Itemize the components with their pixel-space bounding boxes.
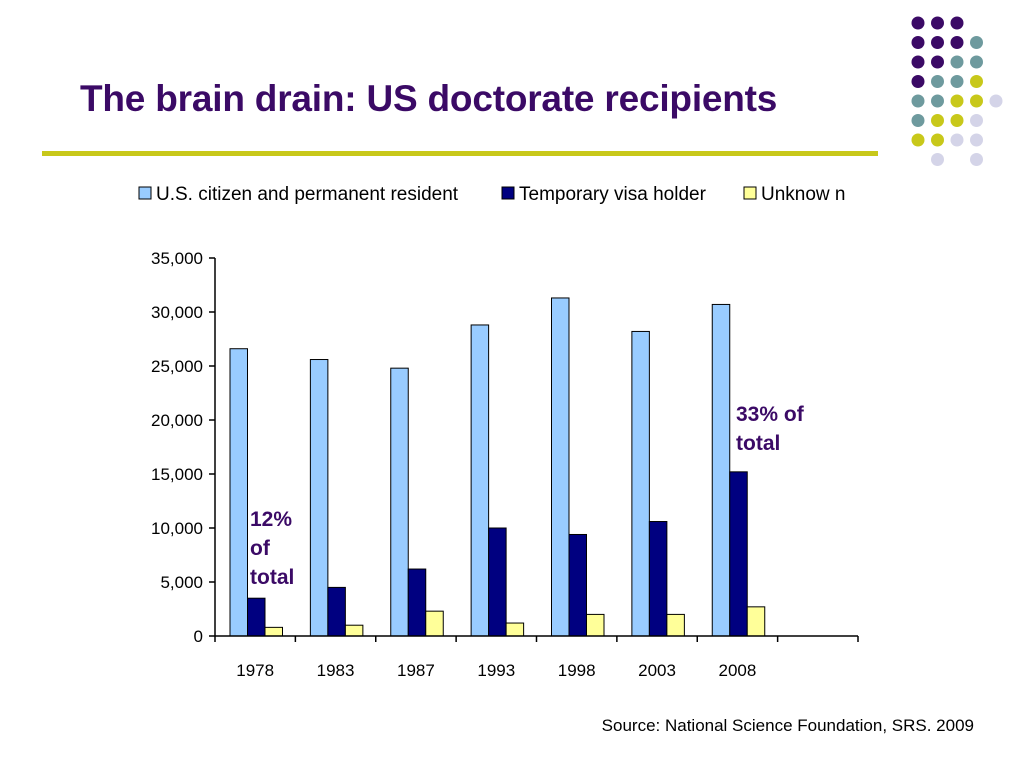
legend-label: Temporary visa holder [519, 184, 707, 205]
bar [505, 622, 525, 637]
bar [344, 624, 364, 637]
bar [390, 367, 409, 637]
annotation-1978: 12% of total [250, 505, 294, 592]
bar [568, 533, 587, 637]
y-tick-label: 30,000 [151, 303, 203, 322]
title-divider [42, 151, 878, 156]
y-tick-label: 15,000 [151, 465, 203, 484]
bar [327, 586, 346, 637]
bar [264, 626, 283, 637]
annotation-2008-line-2: total [736, 432, 781, 455]
x-tick-label: 2008 [719, 661, 757, 680]
y-tick-label: 0 [194, 627, 203, 646]
legend-swatch [501, 186, 515, 200]
bar [488, 527, 507, 637]
bar [425, 610, 444, 637]
bar [229, 348, 248, 637]
annotation-1978-line-3: total [250, 566, 295, 589]
annotation-1978-line-2: of [250, 537, 270, 560]
page-title: The brain drain: US doctorate recipients [80, 78, 778, 119]
x-tick-label: 1983 [317, 661, 355, 680]
y-tick-label: 20,000 [151, 411, 203, 430]
legend-label: Unknow n [761, 184, 846, 205]
bar [666, 613, 685, 637]
bar [711, 303, 731, 637]
bar-chart: 0 5,000 10,000 15,000 20,000 25,000 30,000 35,0… [138, 184, 859, 680]
annotation-1978-line-1: 12% [250, 508, 293, 531]
y-tick-label: 25,000 [151, 357, 203, 376]
legend-swatch [138, 186, 152, 200]
annotation-2008-line-1: 33% of [736, 403, 804, 426]
bar [407, 568, 427, 637]
bar [551, 297, 570, 637]
y-tick-label: 35,000 [151, 249, 203, 268]
bar [309, 359, 329, 637]
bar [247, 597, 266, 637]
bar [470, 324, 490, 637]
x-tick-label: 1998 [558, 661, 596, 680]
x-tick-label: 1978 [236, 661, 274, 680]
x-tick-label: 1993 [477, 661, 515, 680]
bar [729, 471, 748, 637]
x-tick-label: 2003 [638, 661, 676, 680]
bar [648, 521, 668, 637]
bar [746, 606, 766, 637]
annotation-2008: 33% of total [736, 400, 804, 458]
y-tick-label: 5,000 [160, 573, 203, 592]
y-tick-label: 10,000 [151, 519, 203, 538]
legend-label: U.S. citizen and permanent resident [156, 184, 459, 205]
bar [631, 330, 650, 637]
legend-swatch [743, 186, 757, 200]
source-note: Source: National Science Foundation, SRS… [601, 716, 974, 735]
bar [586, 613, 605, 637]
x-tick-label: 1987 [397, 661, 435, 680]
